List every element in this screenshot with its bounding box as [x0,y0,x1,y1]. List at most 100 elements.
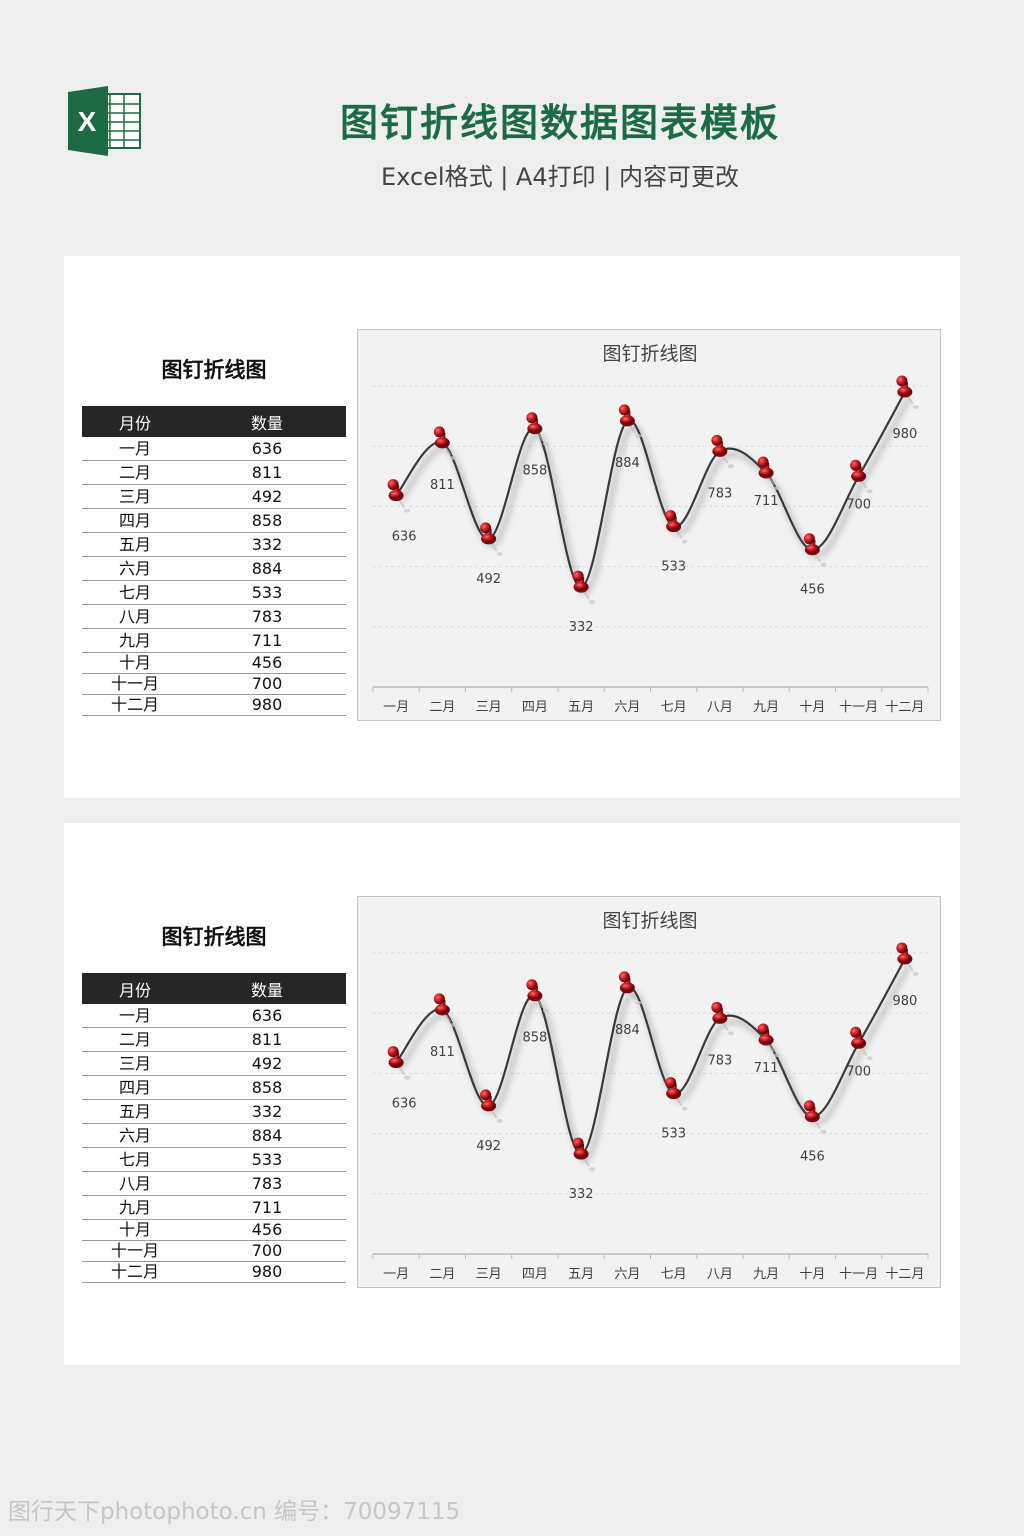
table-row: 一月 636 [82,1004,346,1028]
pushpin-marker [433,426,457,460]
table-row: 十一月 700 [82,673,346,695]
page-title: 图钉折线图数据图表模板 [339,101,780,145]
series-line [395,958,906,1156]
pushpin-marker [433,993,457,1027]
table-row: 二月 811 [82,460,346,485]
cell-month: 二月 [82,460,188,485]
column-header-quantity: 数量 [188,406,346,437]
pushpin-marker [572,1137,596,1172]
cell-month: 三月 [82,1051,188,1076]
data-label: 332 [569,1187,594,1202]
table-row: 七月 533 [82,1147,346,1172]
cell-quantity: 811 [188,1027,346,1052]
cell-quantity: 858 [188,508,346,533]
series-line-shadow [397,963,912,1164]
pushpin-marker [711,1001,734,1036]
cell-quantity: 492 [188,484,346,509]
data-label: 811 [430,1045,455,1060]
table-row: 九月 711 [82,1195,346,1220]
x-tick-label: 十一月 [839,700,878,715]
data-label: 700 [846,497,871,512]
x-tick-label: 七月 [661,700,687,715]
cell-quantity: 456 [188,652,346,674]
x-tick-label: 十月 [799,700,825,715]
cell-month: 十月 [82,1219,188,1241]
x-tick-label: 四月 [522,1267,548,1282]
data-label: 858 [522,1031,547,1046]
table-row: 五月 332 [82,532,346,557]
x-tick-label: 十二月 [885,1267,924,1282]
cell-month: 十二月 [82,1261,188,1283]
x-tick-label: 二月 [429,700,455,715]
data-table: 月份 数量 一月 636 二月 811 三月 492 四月 858 五月 332 六月 88… [82,973,346,1283]
table-row: 一月 636 [82,437,346,461]
pushpin-marker [572,570,596,605]
table-row: 三月 492 [82,1051,346,1076]
table-row: 十月 456 [82,1219,346,1241]
x-tick-label: 六月 [614,1267,640,1282]
column-header-month: 月份 [82,406,188,437]
x-tick-label: 一月 [383,1267,409,1282]
cell-quantity: 980 [188,1261,346,1283]
cell-quantity: 884 [188,556,346,581]
pushpin-marker [757,456,781,490]
data-label: 456 [800,1150,825,1165]
cell-month: 八月 [82,604,188,629]
cell-month: 一月 [82,437,188,461]
table-row: 三月 492 [82,484,346,509]
table-row: 十二月 980 [82,694,346,716]
cell-quantity: 456 [188,1219,346,1241]
table-row: 七月 533 [82,580,346,605]
series-line-shadow [397,396,912,597]
watermark: 图行天下photophoto.cn 编号：70097115 [8,1499,461,1525]
cell-month: 七月 [82,1147,188,1172]
data-label: 711 [754,494,779,509]
table-row: 五月 332 [82,1099,346,1124]
table-row: 十月 456 [82,652,346,674]
data-label: 533 [661,1127,686,1142]
table-row: 二月 811 [82,1027,346,1052]
x-tick-label: 三月 [476,1267,502,1282]
table-title: 图钉折线图 [161,925,267,949]
data-label: 636 [392,530,417,545]
pushpin-marker [896,942,919,977]
table-row: 十一月 700 [82,1240,346,1262]
cell-month: 七月 [82,580,188,605]
data-label: 884 [615,456,640,471]
cell-month: 六月 [82,556,188,581]
data-label: 533 [661,560,686,575]
data-label: 884 [615,1023,640,1038]
cell-month: 四月 [82,508,188,533]
x-tick-label: 五月 [568,1267,594,1282]
x-tick-label: 九月 [753,1267,779,1282]
data-label: 980 [892,994,917,1009]
chart-canvas: 图钉折线图 636 811 492 858 332 884 533 783 711 456 700 98… [372,910,929,1282]
pushpin-marker [526,979,549,1013]
series-line [395,391,906,589]
pushpin-marker [526,412,549,446]
table-row: 八月 783 [82,1171,346,1196]
x-tick-label: 二月 [429,1267,455,1282]
table-row: 十二月 980 [82,1261,346,1283]
cell-month: 四月 [82,1075,188,1100]
pushpin-marker [757,1023,781,1057]
table-row: 六月 884 [82,1123,346,1148]
x-tick-label: 八月 [707,1267,733,1282]
data-label: 492 [476,572,501,587]
chart-title: 图钉折线图 [602,910,697,932]
chart-title: 图钉折线图 [602,343,697,365]
x-tick-label: 十月 [799,1267,825,1282]
data-label: 811 [430,478,455,493]
pushpin-marker [618,404,642,438]
cell-month: 三月 [82,484,188,509]
data-label: 636 [392,1097,417,1112]
pushpin-marker [803,1100,827,1134]
pushpin-marker [618,971,642,1005]
chart-canvas: 图钉折线图 636 811 492 858 332 884 533 783 711 456 700 98… [372,343,929,715]
cell-month: 六月 [82,1123,188,1148]
cell-month: 五月 [82,1099,188,1124]
cell-month: 五月 [82,532,188,557]
cell-quantity: 636 [188,1004,346,1028]
table-row: 六月 884 [82,556,346,581]
table-row: 九月 711 [82,628,346,653]
